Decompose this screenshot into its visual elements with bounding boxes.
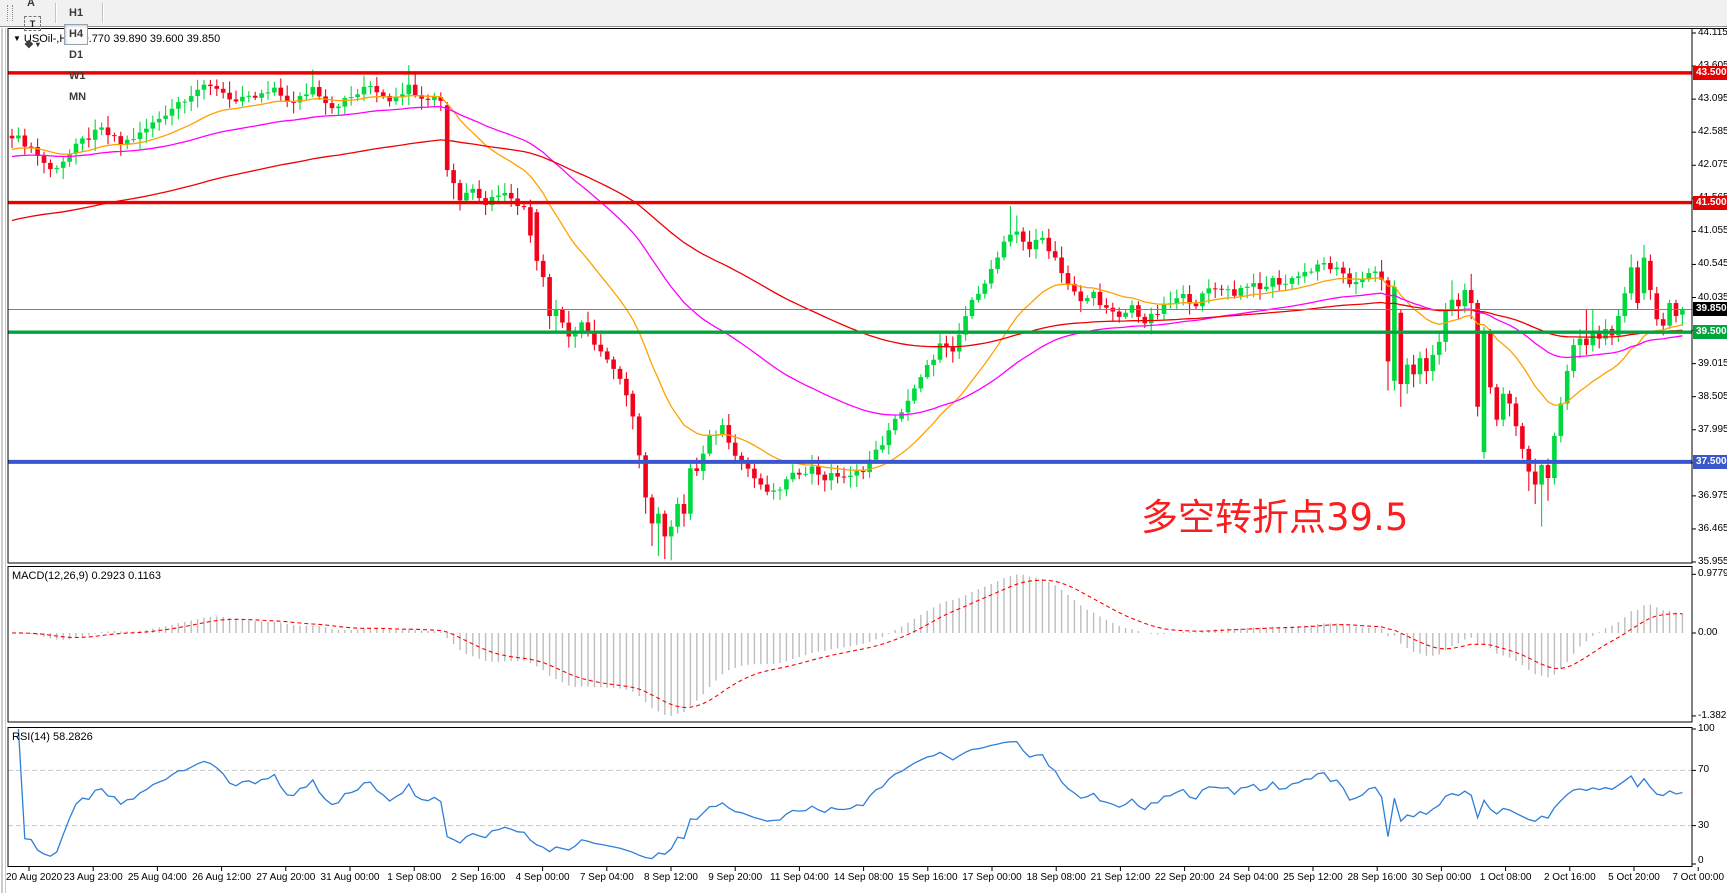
price-marker-37.500[interactable]: 37.500 <box>1693 454 1727 469</box>
chart-text-annotation[interactable]: 多空转折点39.5 <box>1141 496 1409 539</box>
price-marker-39.500[interactable]: 39.500 <box>1693 325 1727 340</box>
main-panel-border <box>7 28 1693 564</box>
chevron-down-icon: ▾ <box>35 40 40 49</box>
tf-button-D1[interactable]: D1 <box>64 45 88 66</box>
toolbar: FAT❖▾ M1M5M15M30H1H4D1W1MN <box>0 0 1727 103</box>
price-marker-41.500[interactable]: 41.500 <box>1693 195 1727 210</box>
macd-panel-border <box>7 566 1693 723</box>
tf-button-MN[interactable]: MN <box>64 87 91 108</box>
tf-button-H4[interactable]: H4 <box>64 23 89 45</box>
macd-plot[interactable] <box>11 574 1684 716</box>
tf-button-H1[interactable]: H1 <box>64 3 88 24</box>
text-label-button[interactable]: A <box>19 0 43 13</box>
text-box-icon: T <box>24 16 41 31</box>
shapes-button[interactable]: ❖ ▾ <box>19 34 45 55</box>
ma-slow <box>11 139 1683 348</box>
rsi-plot[interactable] <box>8 728 1692 860</box>
tf-button-W1[interactable]: W1 <box>64 66 91 87</box>
ma-fast <box>11 94 1683 471</box>
timeframe-group: M1M5M15M30H1H4D1W1MN <box>64 0 95 108</box>
price-marker-39.850: 39.850 <box>1693 302 1727 317</box>
toolbar-separator <box>55 3 57 23</box>
ma-mid <box>11 105 1683 416</box>
drawing-tools-group: FAT❖▾ <box>19 0 48 55</box>
rsi-panel-border <box>7 727 1693 867</box>
main-plot[interactable] <box>8 65 1692 561</box>
text-box-button[interactable]: T <box>19 13 46 34</box>
rsi-line <box>17 728 1683 860</box>
macd-signal-line <box>11 579 1683 709</box>
toolbar-grip[interactable] <box>7 5 13 21</box>
price-marker-43.500[interactable]: 43.500 <box>1693 65 1727 80</box>
toolbar-separator <box>102 3 105 23</box>
